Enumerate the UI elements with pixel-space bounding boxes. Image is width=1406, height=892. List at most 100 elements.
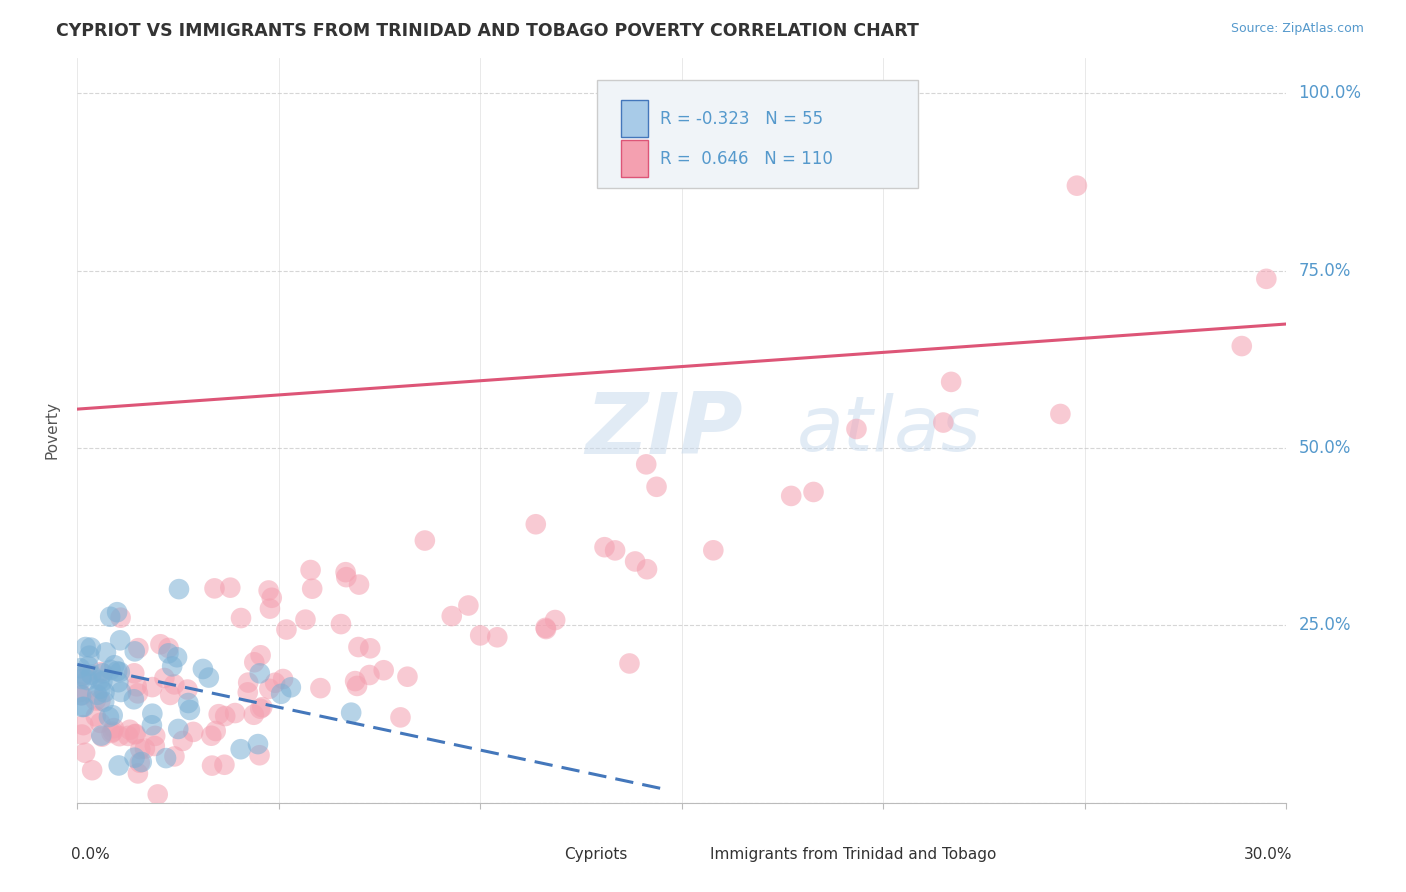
Point [89,673,111,688]
Point [75,640,97,654]
Point [82,763,104,777]
Point [166,650,188,665]
Point [803,485,825,500]
Point [127,766,149,780]
Point [79,648,101,663]
Point [396,670,419,684]
Point [89,715,111,730]
Point [103,658,125,673]
Point [249,666,271,681]
Point [125,679,148,693]
Point [70,672,93,686]
Point [204,723,226,738]
Point [259,681,281,696]
Point [157,646,180,660]
Point [335,565,357,579]
Point [208,707,231,722]
Point [179,703,201,717]
Point [93,685,115,699]
Point [486,630,509,644]
Point [252,700,274,714]
Point [249,701,271,715]
Text: Immigrants from Trinidad and Tobago: Immigrants from Trinidad and Tobago [710,847,995,863]
Y-axis label: Poverty: Poverty [44,401,59,459]
Point [124,727,146,741]
Point [229,742,252,756]
Point [470,628,492,642]
Point [117,729,139,743]
Point [1256,272,1278,286]
Point [198,671,221,685]
Point [118,723,141,737]
Point [89,693,111,707]
Text: Cypriots: Cypriots [565,847,628,863]
Point [77,659,100,673]
Point [91,674,114,689]
Point [932,416,955,430]
Point [110,610,132,624]
Point [141,706,163,721]
Point [101,708,124,723]
Point [191,662,214,676]
Point [70,689,93,703]
Point [335,570,357,584]
Point [94,645,117,659]
Point [177,696,200,710]
Text: R =  0.646   N = 110: R = 0.646 N = 110 [661,150,832,168]
Point [359,641,381,656]
Point [80,667,103,681]
Point [299,563,322,577]
Point [271,672,294,686]
Point [270,687,292,701]
Point [107,675,129,690]
Text: 30.0%: 30.0% [1244,847,1292,863]
Point [214,709,236,723]
Point [219,581,242,595]
Point [939,375,962,389]
Point [90,665,112,680]
Text: 50.0%: 50.0% [1299,439,1351,457]
Point [155,751,177,765]
Point [702,543,724,558]
Point [107,758,129,772]
Point [157,640,180,655]
Point [143,739,166,753]
Point [619,657,641,671]
Point [101,724,124,739]
Point [134,741,156,756]
Text: 100.0%: 100.0% [1299,85,1361,103]
Point [131,755,153,769]
Point [105,664,128,678]
Text: CYPRIOT VS IMMIGRANTS FROM TRINIDAD AND TOBAGO POVERTY CORRELATION CHART: CYPRIOT VS IMMIGRANTS FROM TRINIDAD AND … [56,22,920,40]
Point [72,718,94,732]
Point [73,668,96,682]
Point [153,671,176,685]
Point [359,668,381,682]
Point [141,680,163,694]
Point [389,710,412,724]
Point [129,742,152,756]
Point [301,582,323,596]
Point [181,725,204,739]
Point [645,480,668,494]
Text: R = -0.323   N = 55: R = -0.323 N = 55 [661,110,824,128]
Point [636,562,658,576]
Point [780,489,803,503]
Point [93,695,115,709]
Point [67,685,90,699]
Point [1230,339,1253,353]
Point [238,675,260,690]
Bar [621,140,648,178]
Point [80,640,103,655]
Point [143,729,166,743]
Point [89,681,111,696]
Point [167,722,190,736]
Point [280,681,302,695]
Point [534,622,557,636]
Point [127,686,149,700]
Point [146,788,169,802]
Point [593,540,616,554]
Point [603,543,626,558]
Point [69,661,91,675]
Point [204,582,226,596]
